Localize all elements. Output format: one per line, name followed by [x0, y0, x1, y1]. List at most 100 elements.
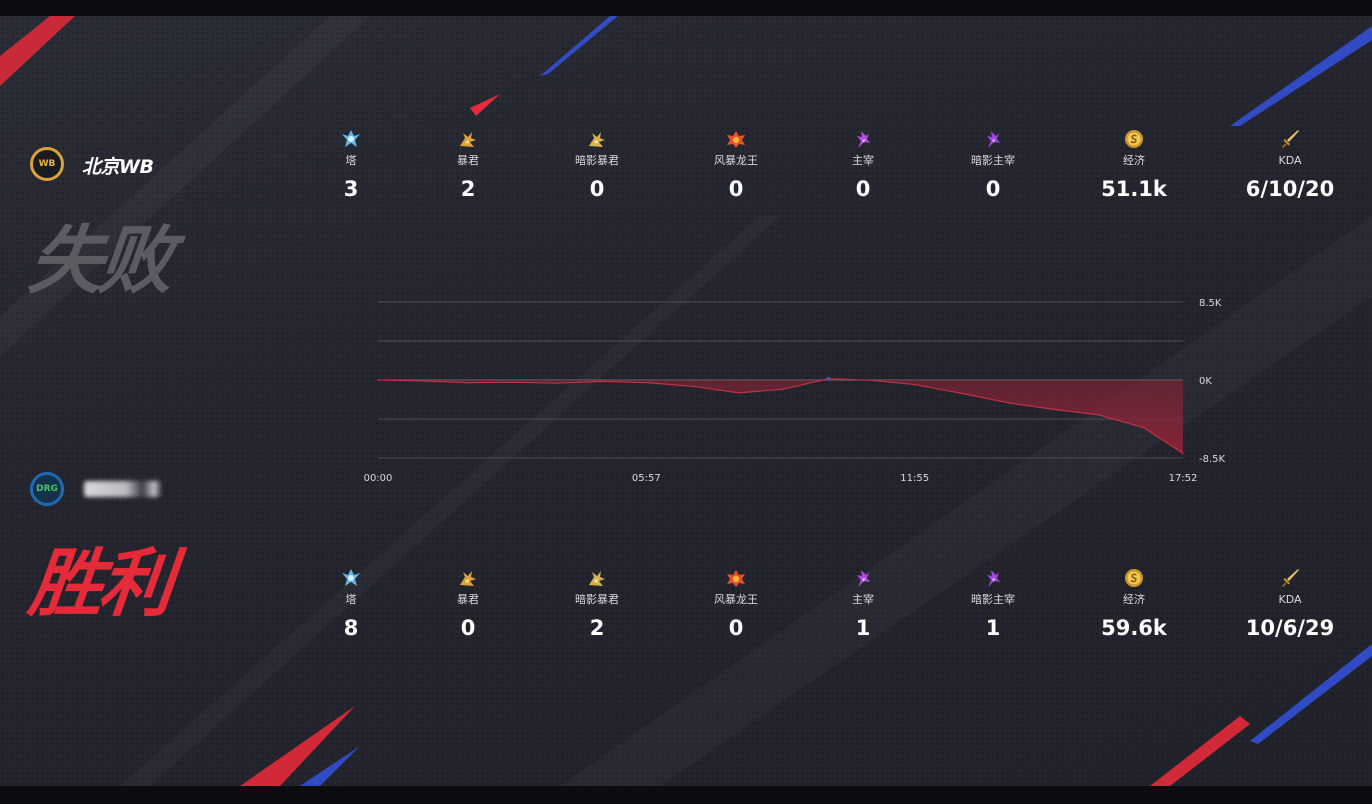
- stat-label: 暴君: [457, 593, 479, 606]
- gold-diff-point: [737, 392, 740, 394]
- stat-value: 1: [855, 616, 871, 640]
- tyrant-icon: [457, 128, 479, 150]
- gold-diff-point: [467, 381, 469, 384]
- overlord-icon: [852, 128, 874, 150]
- stat-label: 经济: [1123, 593, 1145, 606]
- shadow-overlord-icon: [982, 128, 1004, 150]
- team-logo-top-text: WB: [38, 159, 56, 169]
- shadow-tyrant-icon: [586, 567, 608, 589]
- stat-top-7: KDA 6/10/20: [1230, 128, 1350, 201]
- stat-value: 0: [728, 177, 744, 201]
- stat-bottom-7: KDA 10/6/29: [1230, 567, 1350, 640]
- x-tick-label: 17:52: [1169, 473, 1198, 484]
- stat-label: 暗影主宰: [971, 593, 1015, 606]
- gold-diff-point: [1143, 426, 1145, 429]
- x-tick-label: 05:57: [632, 473, 661, 484]
- sword-icon: [1279, 128, 1301, 150]
- gold-diff-point: [1182, 452, 1184, 455]
- overlord-icon: [852, 567, 874, 589]
- stat-label: 暗影暴君: [575, 154, 619, 167]
- stat-top-3: 风暴龙王 0: [676, 128, 796, 201]
- stat-value: 59.6k: [1101, 616, 1167, 640]
- stat-bottom-6: 经济 59.6k: [1074, 567, 1194, 640]
- x-tick-label: 11:55: [900, 473, 929, 484]
- gold-coin-icon: [1123, 567, 1145, 589]
- team-name-bottom-blurred: [84, 481, 162, 497]
- stat-value: 3: [343, 177, 359, 201]
- match-result-screen: WB 北京WB 失败 DRG 胜利 塔 3 暴君 2 暗影暴君 0 风暴龙王 0 主宰 0 暗影主宰…: [0, 16, 1372, 786]
- stat-value: 0: [985, 177, 1001, 201]
- stat-bottom-5: 暗影主宰 1: [933, 567, 1053, 640]
- y-tick-label: 0K: [1199, 376, 1212, 387]
- gold-diff-point: [602, 380, 605, 383]
- stat-bottom-4: 主宰 1: [803, 567, 923, 640]
- stat-top-4: 主宰 0: [803, 128, 923, 201]
- stats-row-top: 塔 3 暴君 2 暗影暴君 0 风暴龙王 0 主宰 0 暗影主宰 0 经济 51.1k KDA 6/10/20: [0, 128, 1372, 218]
- stat-value: 1: [985, 616, 1001, 640]
- shadow-tyrant-icon: [586, 128, 608, 150]
- stat-label: 暗影主宰: [971, 154, 1015, 167]
- stat-label: 风暴龙王: [714, 593, 758, 606]
- stat-label: 经济: [1123, 154, 1145, 167]
- stat-value: 6/10/20: [1245, 177, 1335, 201]
- stat-bottom-3: 风暴龙王 0: [676, 567, 796, 640]
- stat-label: KDA: [1278, 593, 1302, 606]
- gold-diff-point: [782, 388, 785, 390]
- tower-icon: [340, 567, 362, 589]
- stat-label: 暴君: [457, 154, 479, 167]
- y-tick-label: 8.5K: [1199, 298, 1222, 309]
- team-logo-bottom-text: DRG: [36, 484, 58, 494]
- x-tick-label: 00:00: [364, 473, 393, 484]
- stat-value: 0: [728, 616, 744, 640]
- stat-value: 2: [589, 616, 605, 640]
- storm-dragon-icon: [725, 567, 747, 589]
- stat-top-6: 经济 51.1k: [1074, 128, 1194, 201]
- stats-row-bottom: 塔 8 暴君 0 暗影暴君 2 风暴龙王 0 主宰 1 暗影主宰 1 经济 59.6k KDA 10/6/29: [0, 567, 1372, 657]
- background-stripes: [0, 16, 1372, 786]
- gold-diff-point: [647, 381, 650, 384]
- stat-label: 主宰: [852, 593, 874, 606]
- stat-top-2: 暗影暴君 0: [537, 128, 657, 201]
- stat-label: 暗影暴君: [575, 593, 619, 606]
- gold-diff-point: [1007, 402, 1010, 404]
- gold-diff-point: [512, 381, 514, 384]
- stat-value: 0: [589, 177, 605, 201]
- tower-icon: [340, 128, 362, 150]
- storm-dragon-icon: [725, 128, 747, 150]
- stat-value: 2: [460, 177, 476, 201]
- stat-top-5: 暗影主宰 0: [933, 128, 1053, 201]
- gold-diff-point-positive: [826, 377, 831, 381]
- stat-value: 10/6/29: [1245, 616, 1335, 640]
- tyrant-icon: [457, 567, 479, 589]
- stat-top-1: 暴君 2: [408, 128, 528, 201]
- team-name-top: 北京WB: [82, 156, 154, 178]
- team-logo-bottom: DRG: [30, 472, 64, 506]
- stat-value: 0: [460, 616, 476, 640]
- shadow-overlord-icon: [982, 567, 1004, 589]
- stat-value: 8: [343, 616, 359, 640]
- gold-diff-point: [1053, 408, 1055, 411]
- sword-icon: [1279, 567, 1301, 589]
- gold-diff-point: [422, 380, 424, 382]
- gold-diff-point: [377, 379, 379, 381]
- stat-bottom-1: 暴君 0: [408, 567, 528, 640]
- stat-label: KDA: [1278, 154, 1302, 167]
- gold-coin-icon: [1123, 128, 1145, 150]
- gold-diff-point: [692, 385, 695, 388]
- stat-value: 0: [855, 177, 871, 201]
- gold-diff-point: [557, 382, 560, 385]
- stat-label: 主宰: [852, 154, 874, 167]
- stat-label: 塔: [345, 154, 357, 167]
- gold-diff-point: [914, 383, 916, 386]
- stat-bottom-2: 暗影暴君 2: [537, 567, 657, 640]
- stat-label: 塔: [345, 593, 357, 606]
- y-tick-label: -8.5K: [1199, 454, 1226, 465]
- gold-diff-point: [1098, 414, 1100, 416]
- gold-difference-chart: 8.5K 0K -8.5K 00:00 05:57 11:55 17:52: [364, 298, 1226, 484]
- team-logo-top: WB: [30, 147, 64, 181]
- gold-diff-point: [962, 392, 965, 395]
- stat-label: 风暴龙王: [714, 154, 758, 167]
- stat-value: 51.1k: [1101, 177, 1167, 201]
